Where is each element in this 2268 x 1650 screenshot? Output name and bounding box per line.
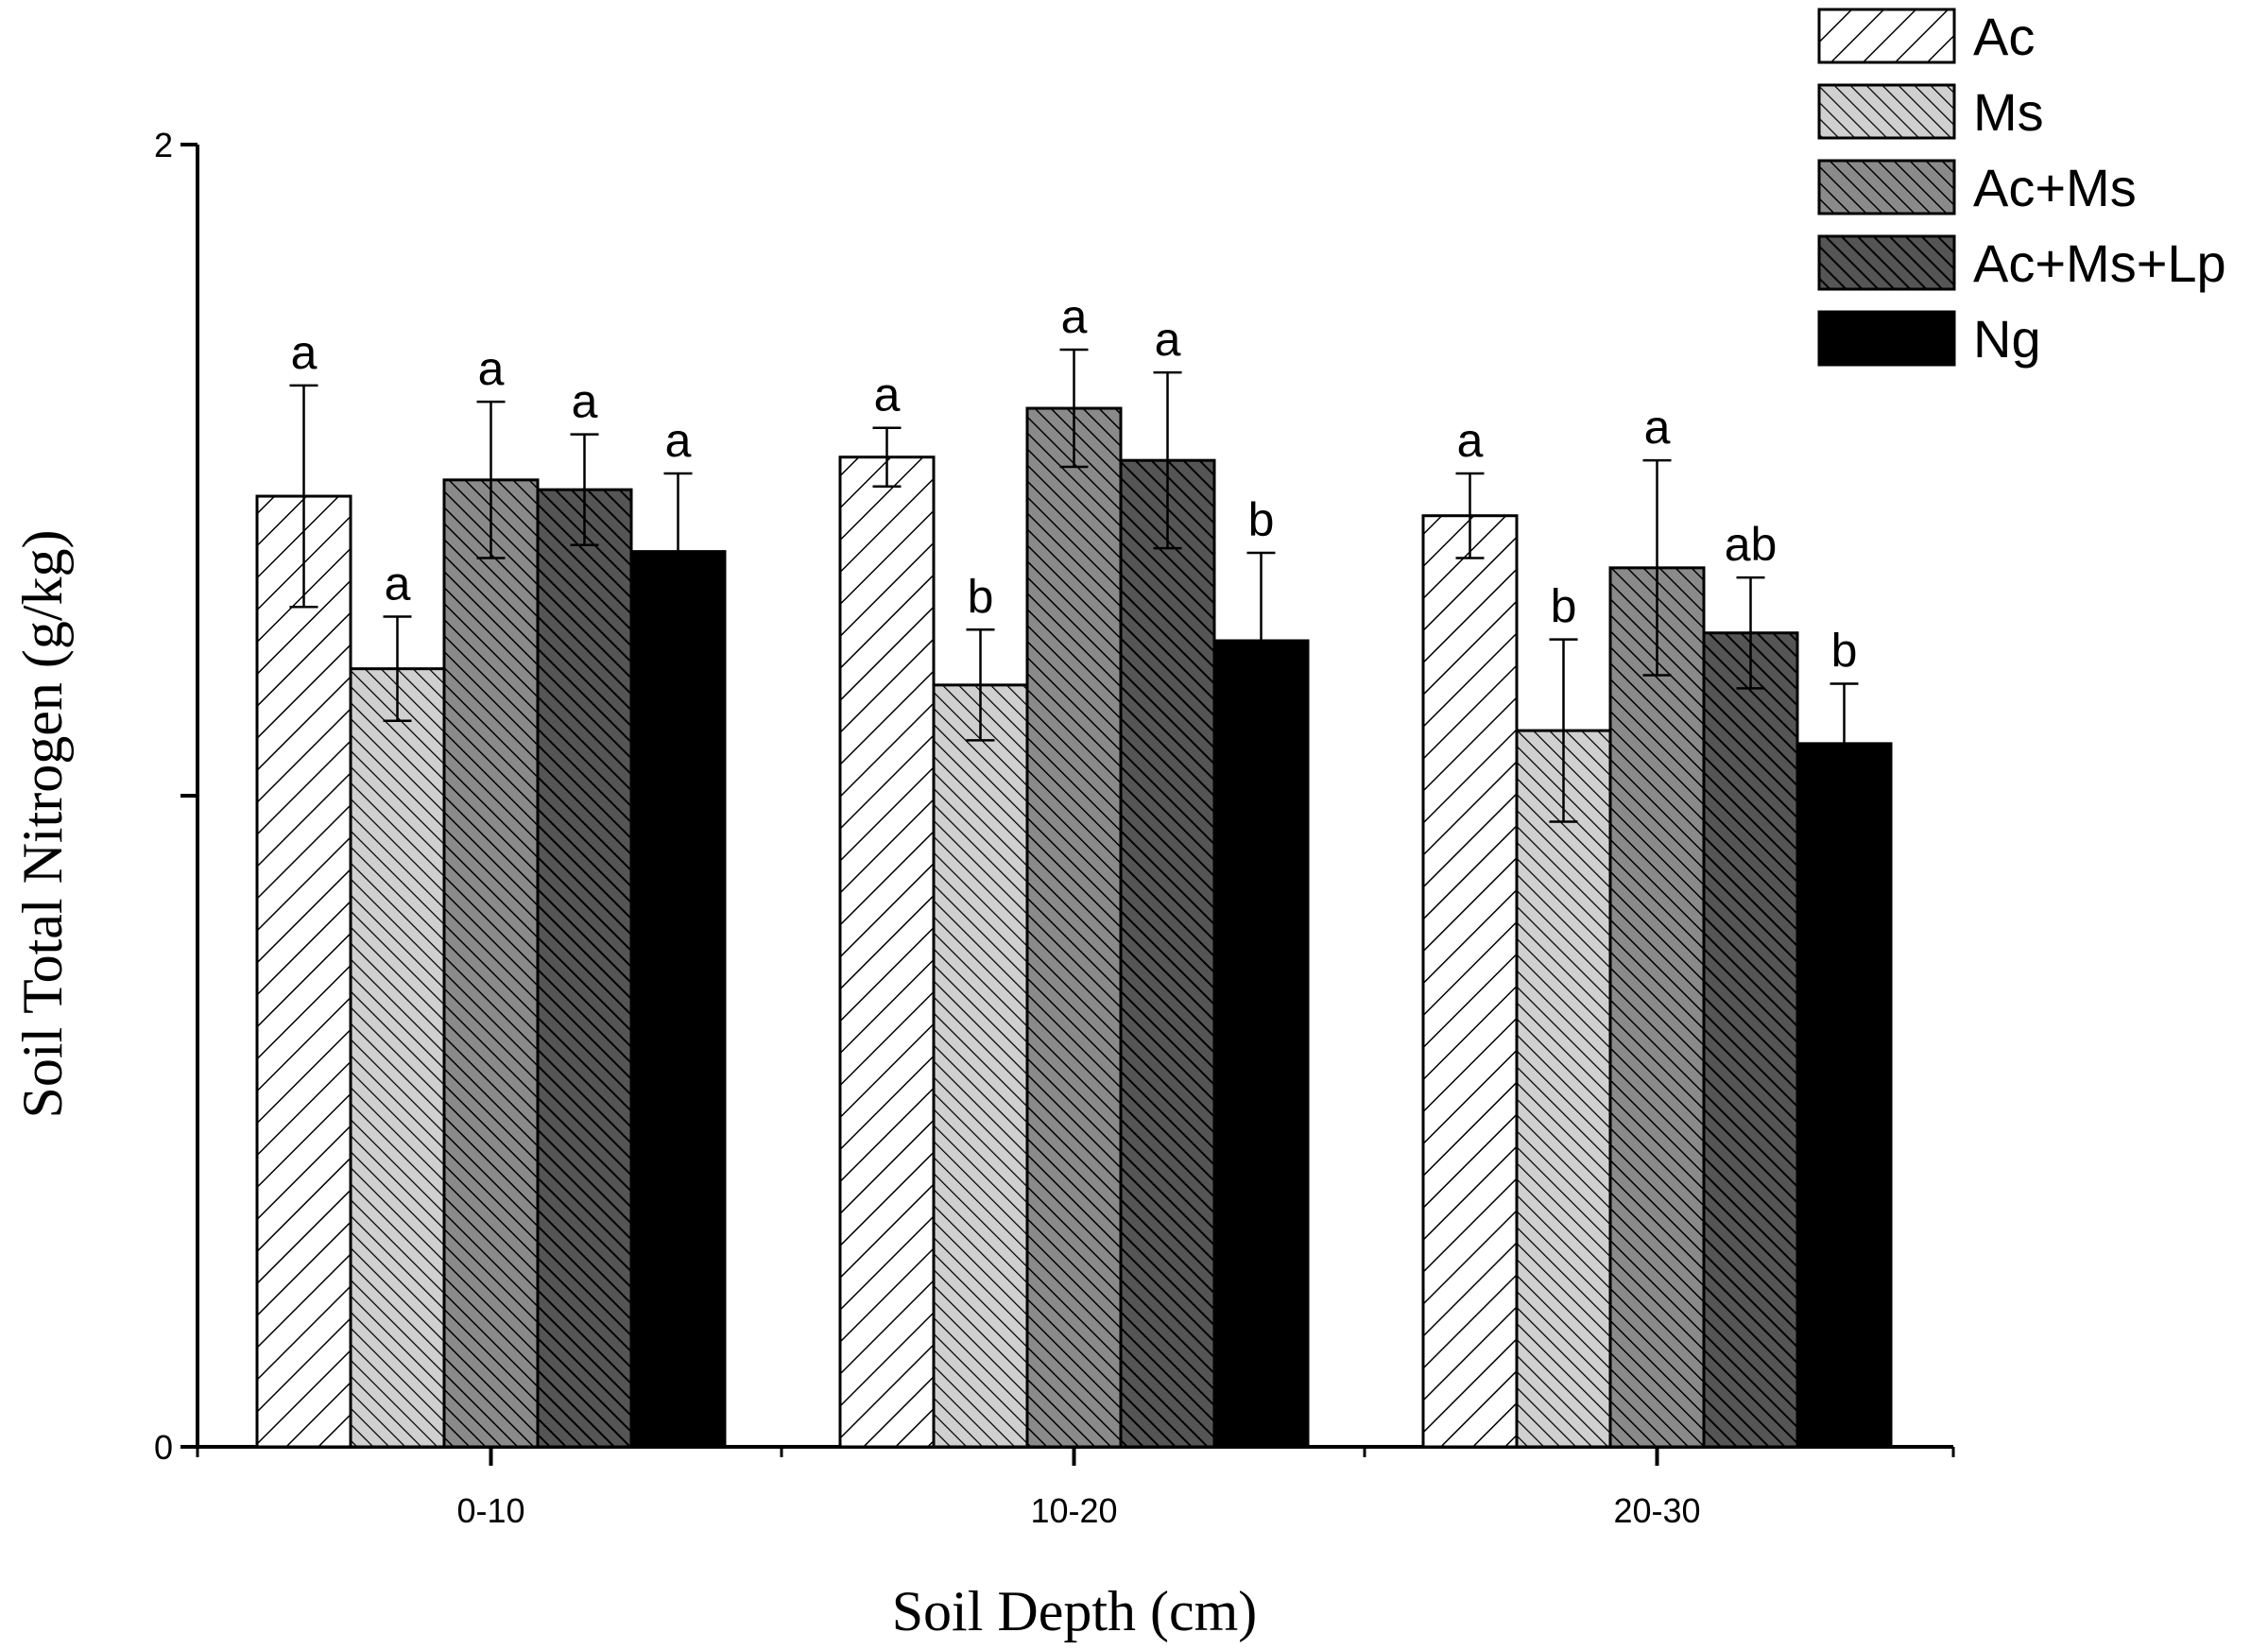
sig-label-10-20-Ng: b — [1248, 493, 1275, 546]
legend-swatch-Ac+Ms+Lp — [1817, 234, 1956, 291]
sig-label-20-30-Ac+Ms+Lp: ab — [1725, 518, 1778, 571]
y-tick-label-0: 0 — [154, 1428, 173, 1467]
x-axis-title: Soil Depth (cm) — [892, 1580, 1258, 1642]
sig-label-20-30-Ng: b — [1831, 624, 1858, 677]
legend-label-Ng: Ng — [1973, 309, 2041, 369]
legend-swatch-Ms — [1817, 83, 1956, 140]
legend-label-Ms: Ms — [1973, 82, 2044, 142]
bar-20-30-Ac — [1421, 514, 1519, 1449]
bar-10-20-Ac+Ms — [1025, 406, 1123, 1449]
bar-10-20-Ac+Ms+Lp — [1119, 458, 1216, 1449]
bar-20-30-Ng — [1796, 742, 1893, 1449]
bar-10-20-Ms — [932, 683, 1029, 1449]
bar-20-30-Ac+Ms+Lp — [1702, 631, 1799, 1449]
x-tick-label-20-30: 20-30 — [1613, 1491, 1700, 1530]
sig-label-10-20-Ac: a — [874, 369, 901, 421]
legend-label-Ac: Ac — [1973, 7, 2035, 66]
sig-label-20-30-Ms: b — [1551, 580, 1577, 633]
y-axis: 02 — [154, 126, 199, 1467]
sig-label-20-30-Ac+Ms: a — [1644, 401, 1671, 454]
sig-label-20-30-Ac: a — [1457, 414, 1484, 467]
sig-label-0-10-Ms: a — [385, 558, 411, 610]
sig-label-10-20-Ms: b — [968, 570, 994, 623]
y-axis-title: Soil Total Nitrogen (g/kg) — [11, 530, 74, 1119]
bar-10-20-Ac — [838, 455, 936, 1449]
y-tick-label-2: 2 — [154, 126, 173, 164]
x-tick-label-10-20: 10-20 — [1030, 1491, 1117, 1530]
sig-label-10-20-Ac+Ms+Lp: a — [1155, 313, 1181, 366]
bar-0-10-Ac+Ms — [442, 478, 540, 1449]
legend-label-Ac+Ms: Ac+Ms — [1973, 158, 2137, 217]
bar-20-30-Ac+Ms — [1608, 566, 1706, 1449]
legend-label-Ac+Ms+Lp: Ac+Ms+Lp — [1973, 233, 2226, 293]
sig-label-10-20-Ac+Ms: a — [1061, 290, 1088, 343]
bar-0-10-Ac — [255, 494, 352, 1449]
sig-label-0-10-Ac+Ms+Lp: a — [572, 375, 598, 428]
legend: Ac Ms Ac+Ms Ac+Ms+Lp Ng — [1817, 7, 2226, 369]
legend-swatch-Ng — [1817, 310, 1956, 367]
x-axis: 0-10 10-20 20-30 — [196, 1445, 1955, 1530]
sig-label-0-10-Ac: a — [291, 326, 318, 379]
sig-label-0-10-Ng: a — [665, 414, 692, 467]
bar-0-10-Ac+Ms+Lp — [536, 488, 633, 1449]
bar-20-30-Ms — [1515, 729, 1612, 1449]
sig-label-0-10-Ac+Ms: a — [478, 342, 505, 395]
legend-swatch-Ac — [1817, 8, 1956, 64]
bar-10-20-Ng — [1212, 639, 1310, 1449]
x-tick-label-0-10: 0-10 — [456, 1491, 524, 1530]
bar-0-10-Ng — [629, 550, 727, 1449]
bar-0-10-Ms — [349, 667, 446, 1449]
legend-swatch-Ac+Ms — [1817, 159, 1956, 215]
